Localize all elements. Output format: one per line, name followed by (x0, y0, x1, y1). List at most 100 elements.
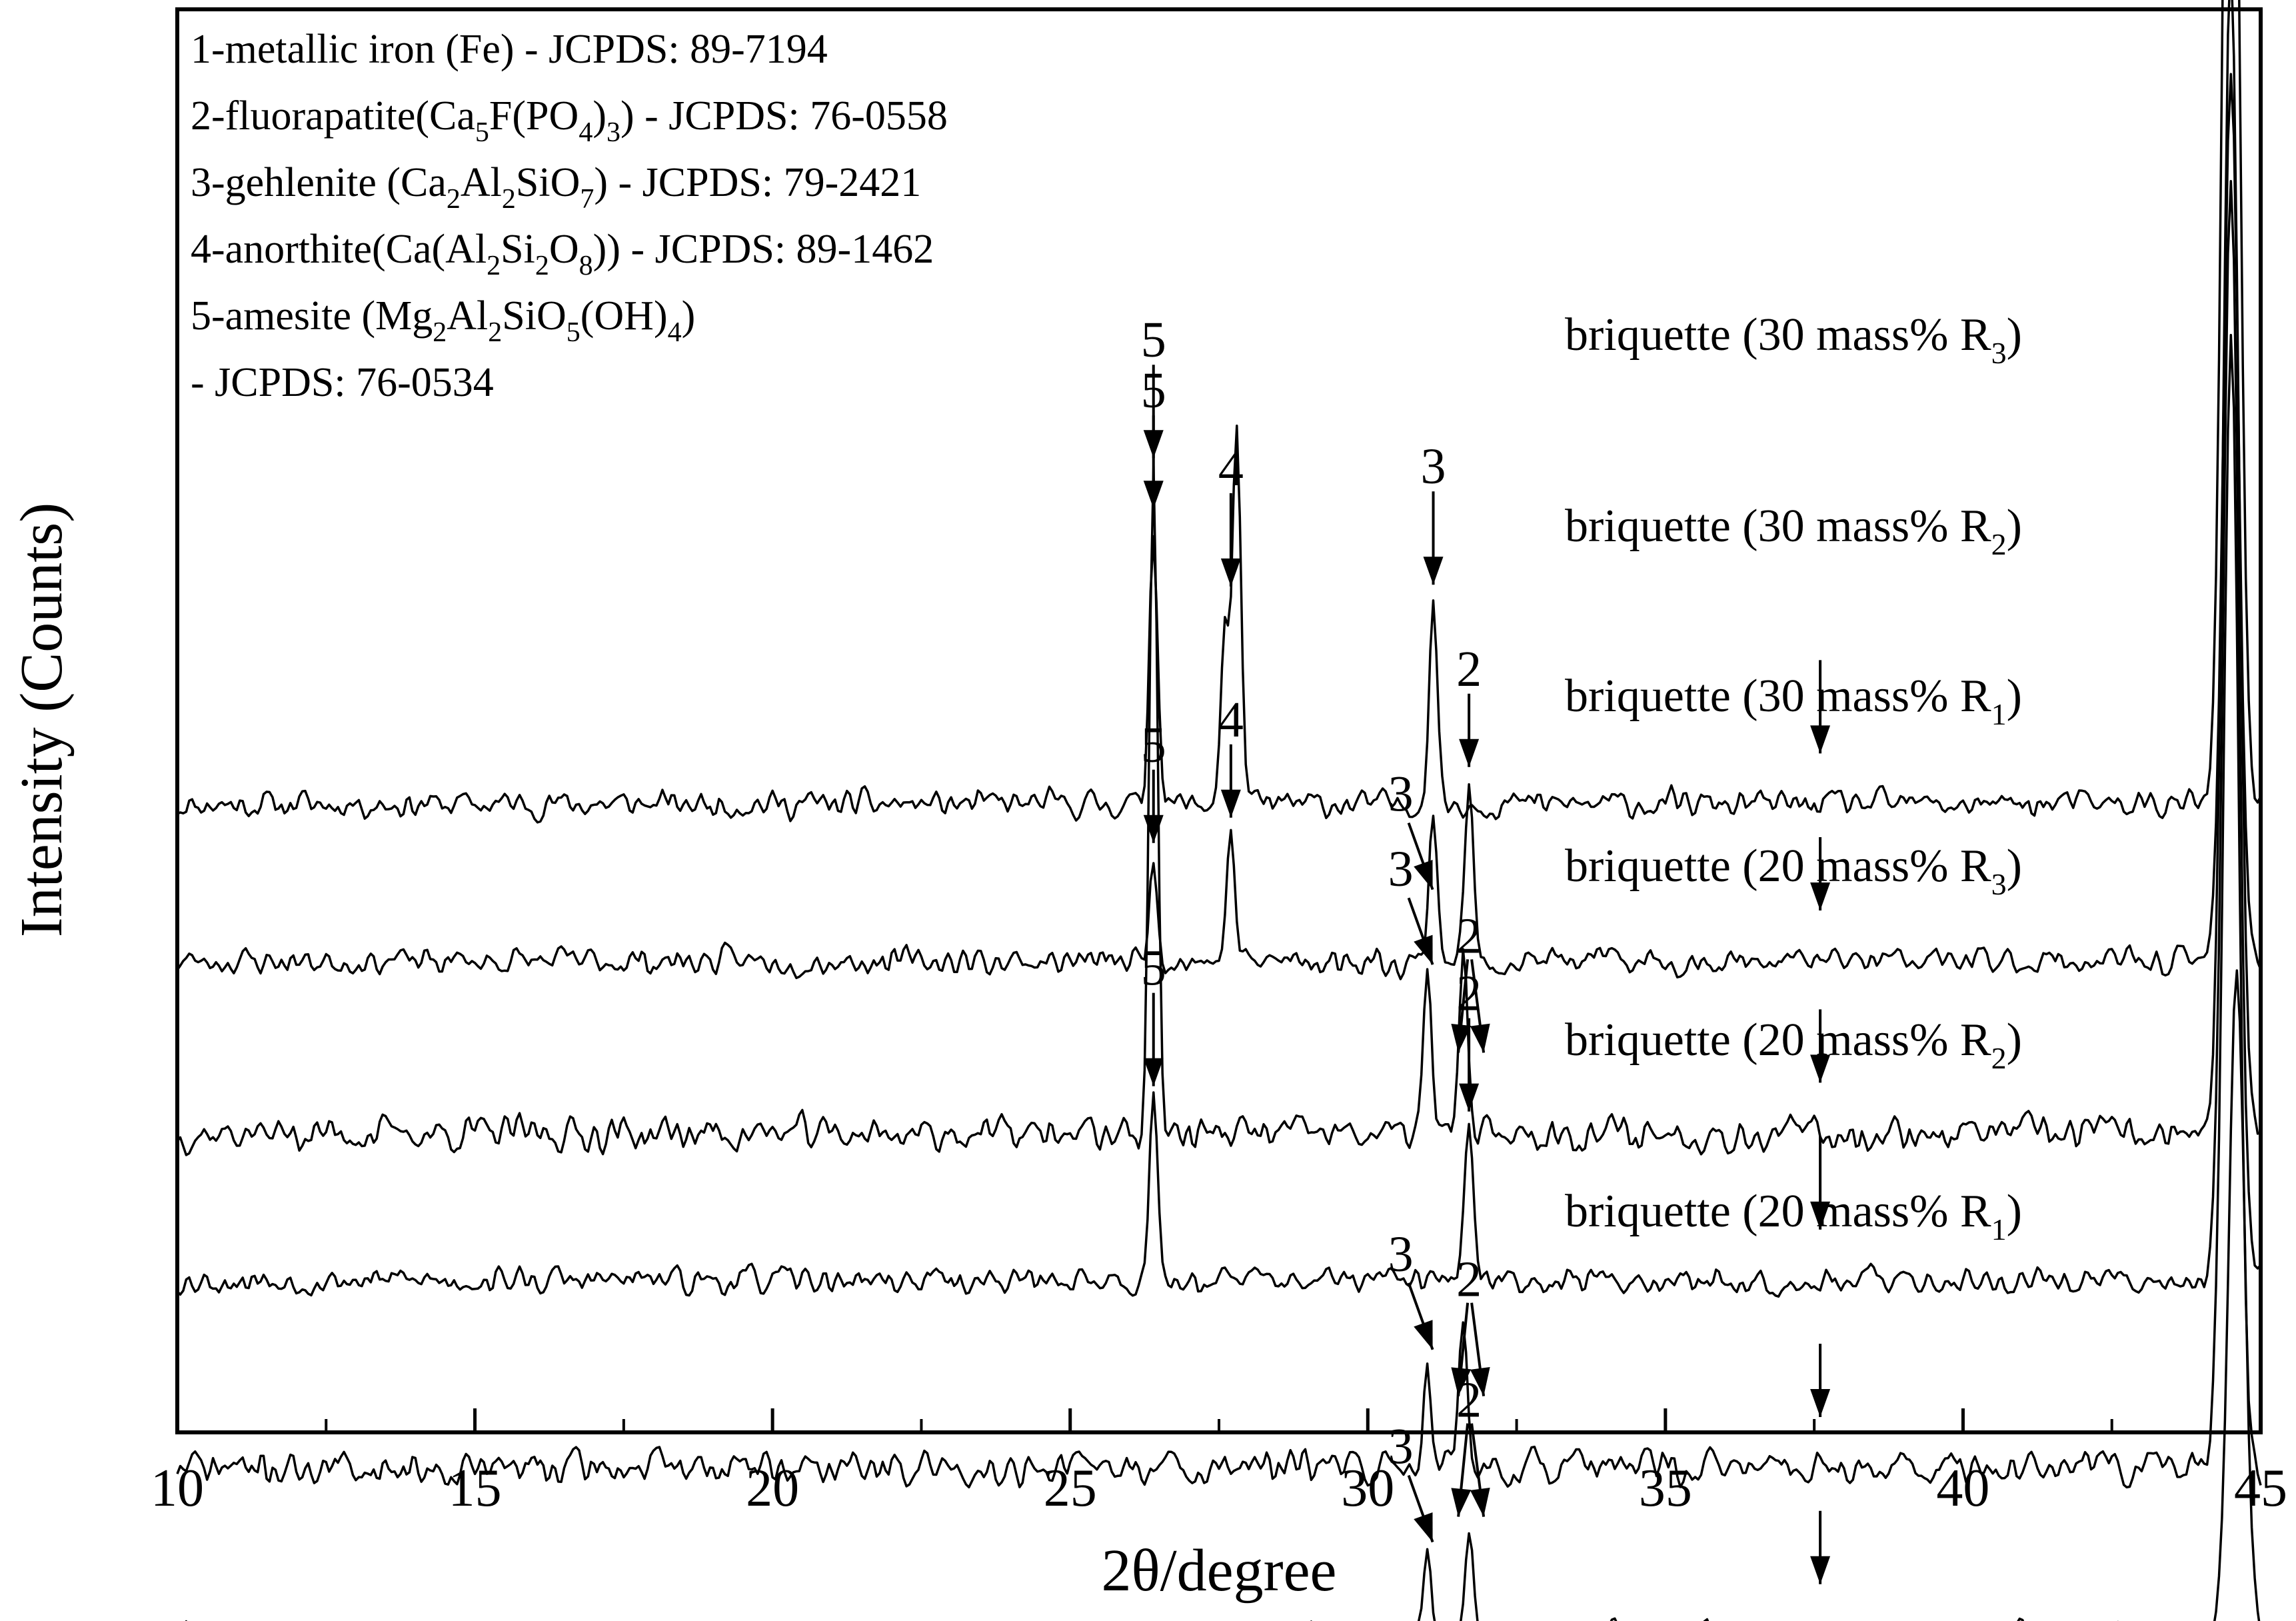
x-tick-label: 25 (1044, 1459, 1097, 1518)
x-tick-label: 45 (2234, 1459, 2287, 1518)
legend-text: O (549, 227, 579, 272)
peak-number: 5 (1141, 717, 1166, 773)
series-label-text: ) (2007, 501, 2022, 552)
legend-text: 2-fluorapatite(Ca (191, 93, 475, 139)
series-label: briquette (20 mass% R1) (1565, 1186, 2022, 1246)
peak-arrow-head (1810, 1556, 1831, 1584)
legend-text: ) (682, 293, 696, 339)
legend-entry: 4-anorthite(Ca(Al2Si2O8)) - JCPDS: 89-14… (191, 227, 934, 281)
series-label-subscript: 1 (1991, 697, 2007, 731)
legend-text: 4-anorthite(Ca(Al (191, 227, 487, 272)
series-label-text: briquette (30 mass% R (1565, 501, 1991, 552)
peak-number: 3 (1388, 841, 1414, 897)
legend-subscript: 8 (579, 251, 593, 281)
series-label-subscript: 3 (1991, 336, 2007, 370)
legend-subscript: 5 (567, 317, 580, 348)
series-label-subscript: 2 (1991, 1041, 2007, 1075)
series-line (176, 179, 2262, 1298)
legend-entry: 2-fluorapatite(Ca5F(PO4)3) - JCPDS: 76-0… (191, 93, 948, 148)
legend-text: ) - JCPDS: 79-2421 (594, 160, 921, 205)
legend-text: ) (592, 93, 606, 139)
peak-number: 2 (1456, 908, 1482, 964)
peak-arrow-head (1414, 1512, 1433, 1542)
legend-text: SiO (516, 160, 580, 205)
peak-arrow-head (1423, 557, 1444, 585)
peak-arrow-head (1451, 1488, 1472, 1517)
legend-subscript: 4 (668, 317, 682, 348)
series-label-text: briquette (20 mass% R (1565, 840, 1991, 892)
series-label: briquette (30 mass% R1) (1565, 671, 2022, 731)
peak-number: 5 (1141, 940, 1166, 996)
series-label-text: ) (2007, 671, 2022, 722)
legend-text: F(PO (489, 93, 578, 139)
peak-arrow-head (1220, 558, 1241, 587)
peak-arrow-head (1810, 1201, 1831, 1230)
legend-text: 5-amesite (Mg (191, 293, 433, 339)
series-label-text: ) (2007, 1186, 2022, 1237)
series-label-text: briquette (20 mass% R (1565, 1014, 1991, 1066)
legend-text: Al (461, 160, 502, 205)
peak-arrow-head (1459, 1083, 1480, 1112)
series-label-text: ) (2007, 1014, 2022, 1066)
series-label: briquette (30 mass% R3) (1565, 309, 2022, 370)
series-label: briquette (30 mass% R2) (1565, 501, 2022, 561)
x-tick-label: 35 (1639, 1459, 1692, 1518)
peak-arrow-head (1451, 1367, 1472, 1396)
legend-text: 1-metallic iron (Fe) - JCPDS: 89-7194 (191, 27, 828, 72)
legend-text: Si (501, 227, 535, 272)
series-label-text: ) (2007, 309, 2022, 361)
series-label-subscript: 1 (1991, 1212, 2007, 1246)
series-line (176, 333, 2262, 1489)
legend-subscript: 2 (433, 317, 447, 348)
legend-subscript: 2 (535, 251, 549, 281)
legend-subscript: 2 (447, 184, 461, 215)
x-tick-label: 30 (1341, 1459, 1394, 1518)
peak-number: 2 (1456, 966, 1482, 1022)
legend-text: SiO (502, 293, 566, 339)
peak-arrow-head (1810, 1389, 1831, 1417)
peak-arrow-head (1143, 430, 1164, 459)
peak-arrow-head (1810, 725, 1831, 754)
peak-arrow-head (1470, 1367, 1490, 1396)
series-label-text: ) (2007, 840, 2022, 892)
peak-arrow-head (1143, 1058, 1164, 1086)
peak-arrow-head (1143, 814, 1164, 843)
peak-arrow-head (1414, 934, 1433, 965)
legend-subscript: 2 (487, 251, 501, 281)
peak-number: 4 (1218, 692, 1244, 748)
legend-entry: 1-metallic iron (Fe) - JCPDS: 89-7194 (191, 27, 828, 72)
legend-subscript: 3 (606, 117, 620, 148)
peak-arrow-head (1143, 481, 1164, 509)
series-label-text: briquette (20 mass% R (1565, 1186, 1991, 1237)
x-tick-label: 10 (151, 1459, 204, 1518)
x-axis-title: 2θ/degree (1102, 1538, 1337, 1604)
peak-number: 2 (1456, 1372, 1482, 1428)
legend-text: - JCPDS: 76-0534 (191, 360, 494, 405)
x-axis-ticks: 10 15 20 25 30 35 40 45 (151, 1408, 2287, 1518)
peak-markers: 54315432532523232 (1141, 312, 1831, 1584)
peak-arrow-head (1414, 860, 1433, 890)
series-line (185, 969, 2261, 1621)
peak-arrow-head (1470, 1023, 1490, 1053)
series-line (176, 73, 2262, 980)
legend: 1-metallic iron (Fe) - JCPDS: 89-7194 2-f… (191, 27, 948, 405)
peak-arrow-head (1470, 1488, 1490, 1517)
peak-number: 2 (1456, 641, 1482, 697)
peak-arrow-head (1220, 789, 1241, 818)
peak-number: 4 (1218, 441, 1244, 497)
legend-entry: - JCPDS: 76-0534 (191, 360, 494, 405)
peak-number: 3 (1388, 1419, 1414, 1475)
peak-number: 2 (1456, 1252, 1482, 1308)
legend-subscript: 2 (502, 184, 516, 215)
series-label: briquette (20 mass% R2) (1565, 1014, 2022, 1075)
series-label-subscript: 3 (1991, 867, 2007, 901)
peak-number: 3 (1388, 1226, 1414, 1282)
y-axis-title: Intensity (Counts) (9, 503, 75, 937)
legend-subscript: 2 (488, 317, 502, 348)
legend-entry: 3-gehlenite (Ca2Al2SiO7) - JCPDS: 79-242… (191, 160, 921, 215)
peak-arrow-head (1810, 1054, 1831, 1083)
peak-arrow-head (1810, 882, 1831, 910)
peak-arrow-head (1414, 1320, 1433, 1350)
series-label-text: briquette (30 mass% R (1565, 671, 1991, 722)
